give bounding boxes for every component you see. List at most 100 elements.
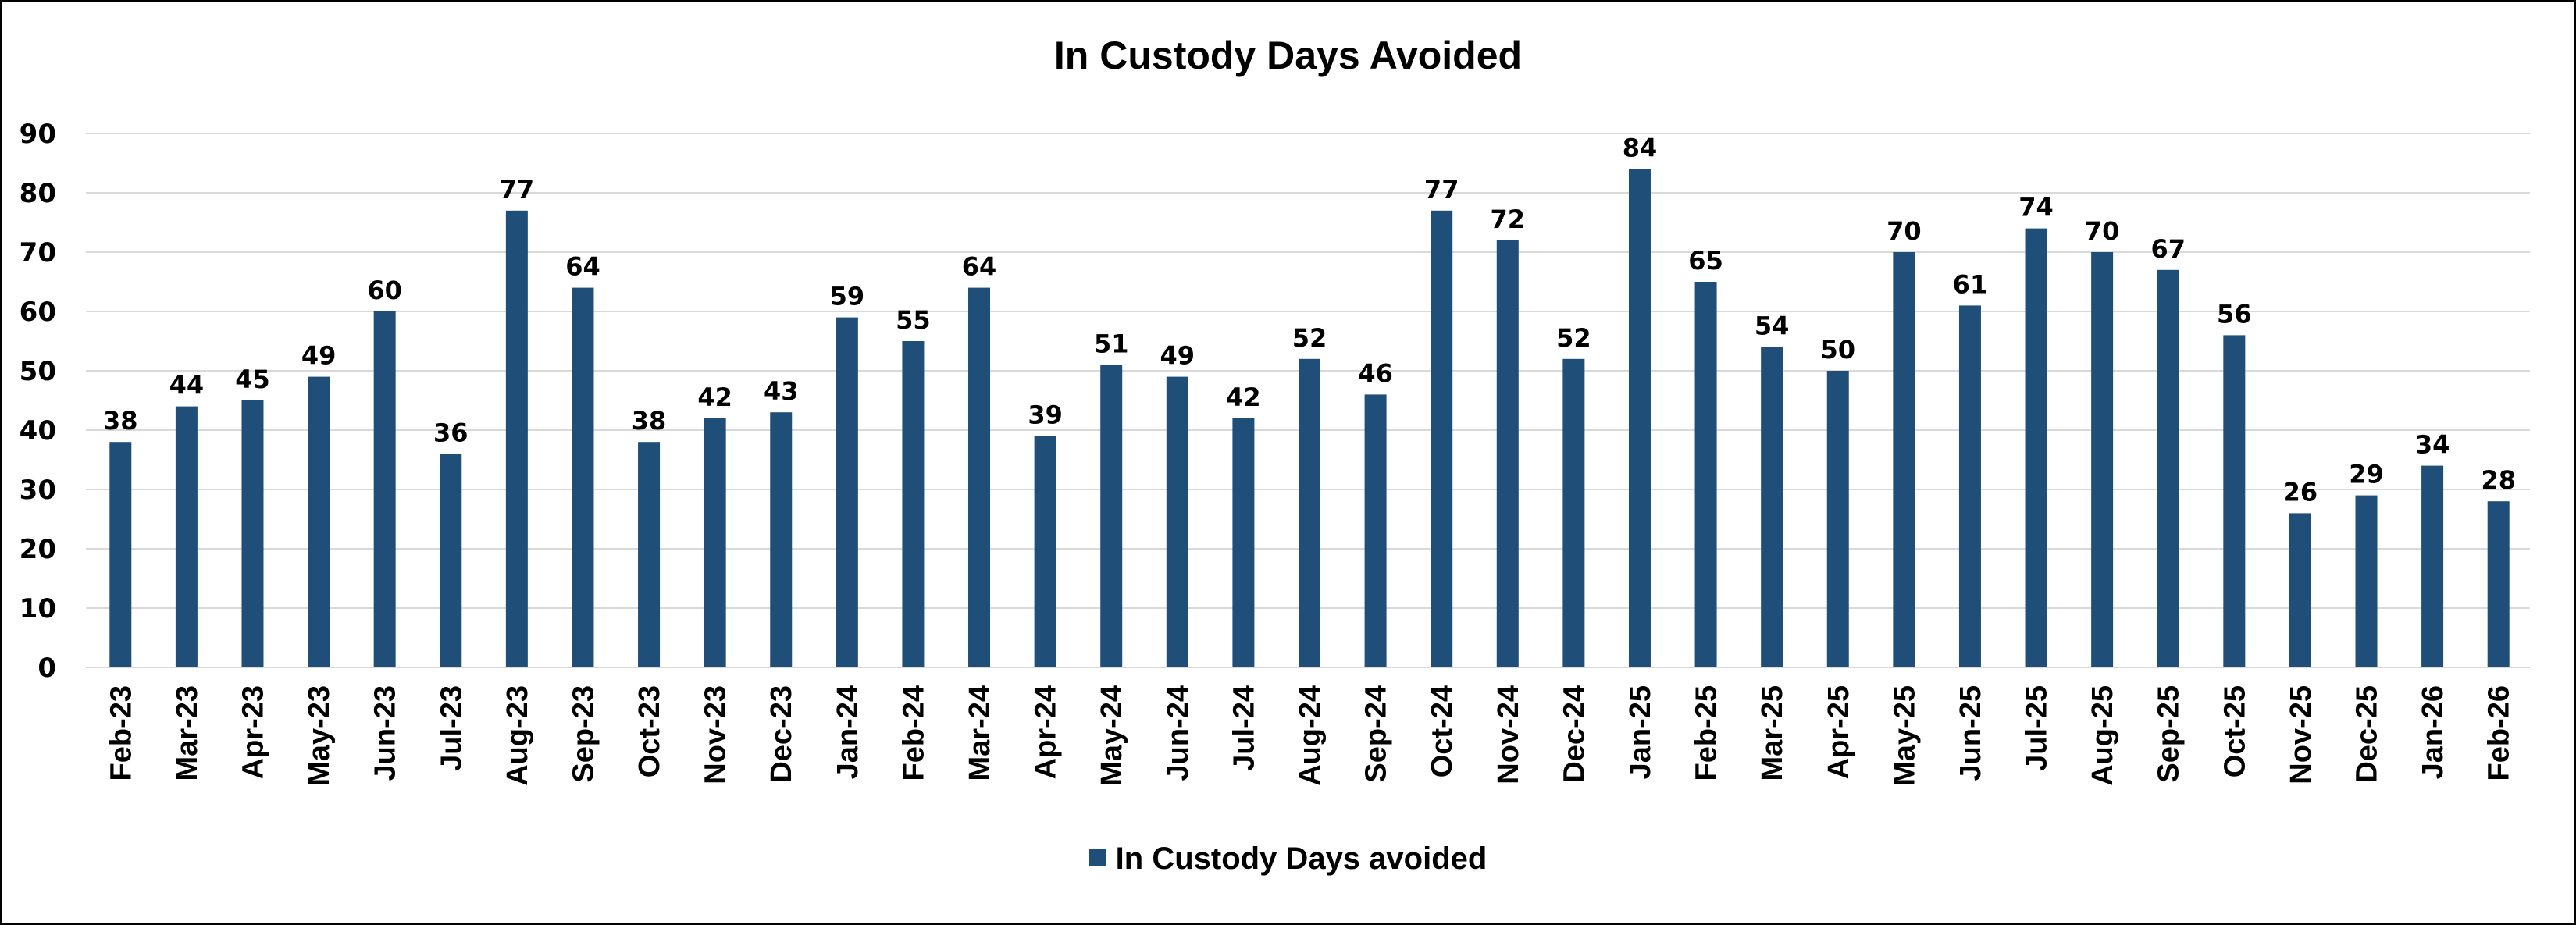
x-tick-label: Jun-23 — [369, 685, 402, 781]
y-tick-label: 40 — [20, 415, 56, 446]
bar — [1958, 305, 1981, 667]
bar — [968, 287, 991, 667]
x-tick-label: Oct-25 — [2218, 685, 2251, 777]
x-tick-label: Dec-24 — [1558, 685, 1591, 783]
legend-label: In Custody Days avoided — [1115, 841, 1488, 876]
bar — [2223, 335, 2246, 667]
x-tick-label: Oct-24 — [1426, 685, 1459, 777]
data-label: 84 — [1623, 133, 1658, 163]
x-tick-label: Apr-23 — [237, 685, 269, 779]
data-label: 28 — [2481, 465, 2516, 495]
bar — [1628, 169, 1651, 668]
bar — [2355, 495, 2378, 667]
bar — [1826, 371, 1849, 667]
data-label: 72 — [1491, 205, 1526, 234]
x-tick-label: Sep-24 — [1360, 685, 1393, 783]
data-label: 38 — [632, 406, 667, 436]
x-tick-label: Jul-25 — [2021, 685, 2054, 771]
x-tick-label: Mar-23 — [171, 685, 204, 781]
bar — [2487, 501, 2510, 667]
data-label: 77 — [1424, 175, 1459, 205]
y-tick-label: 50 — [20, 356, 56, 387]
x-tick-label: Oct-23 — [633, 685, 666, 777]
x-tick-label: Mar-24 — [964, 685, 996, 781]
bar — [1299, 358, 1320, 667]
y-tick-label: 60 — [20, 297, 56, 328]
data-label: 55 — [896, 305, 931, 335]
bar — [2091, 252, 2114, 667]
data-label: 38 — [103, 406, 138, 436]
bar — [373, 311, 396, 667]
data-label: 74 — [2018, 193, 2054, 222]
x-tick-label: Apr-25 — [1822, 685, 1855, 779]
data-label: 64 — [962, 252, 997, 282]
y-tick-label: 10 — [20, 593, 56, 624]
data-label: 70 — [2085, 216, 2120, 246]
data-label: 29 — [2349, 460, 2384, 489]
bar — [1562, 358, 1585, 667]
bar — [241, 400, 264, 667]
bar — [2157, 269, 2179, 667]
x-tick-label: Jul-24 — [1227, 685, 1260, 771]
bar — [704, 418, 726, 667]
data-label: 52 — [1292, 323, 1327, 353]
data-label: 39 — [1028, 400, 1063, 430]
data-label: 77 — [500, 175, 535, 205]
data-label: 34 — [2415, 430, 2450, 460]
bar — [440, 454, 462, 667]
bar — [1100, 365, 1123, 667]
bar — [1893, 252, 1915, 667]
y-tick-label: 70 — [20, 237, 56, 269]
data-label: 36 — [433, 418, 469, 447]
bar — [175, 406, 198, 667]
x-tick-label: May-23 — [303, 685, 336, 786]
x-tick-label: Sep-23 — [567, 685, 600, 783]
data-label: 43 — [764, 376, 799, 406]
legend: In Custody Days avoided — [0, 841, 2576, 877]
bar — [1496, 240, 1519, 667]
data-label: 52 — [1556, 323, 1591, 353]
data-label: 42 — [697, 382, 732, 412]
y-tick-label: 20 — [20, 534, 56, 565]
legend-swatch — [1088, 849, 1106, 867]
data-label: 70 — [1887, 216, 1922, 246]
bar — [2421, 465, 2444, 667]
data-label: 56 — [2217, 299, 2252, 329]
x-tick-label: Sep-25 — [2153, 685, 2186, 783]
x-tick-label: Nov-24 — [1492, 685, 1525, 784]
x-tick-label: Nov-25 — [2285, 685, 2318, 784]
x-tick-label: Aug-24 — [1294, 685, 1327, 786]
data-label: 46 — [1358, 358, 1393, 388]
x-tick-label: Dec-23 — [765, 685, 798, 783]
data-label: 61 — [1953, 269, 1988, 299]
x-tick-label: Jul-23 — [435, 685, 468, 771]
y-tick-label: 90 — [20, 119, 56, 150]
data-label: 26 — [2283, 477, 2318, 507]
bar — [308, 376, 330, 667]
x-tick-label: Feb-26 — [2483, 685, 2516, 781]
x-tick-label: Nov-23 — [700, 685, 732, 784]
bar — [1034, 436, 1056, 667]
data-label: 49 — [301, 341, 337, 371]
bar — [1694, 282, 1717, 667]
x-tick-label: Feb-24 — [897, 685, 930, 781]
x-tick-label: Aug-25 — [2086, 685, 2119, 786]
data-label: 60 — [367, 276, 402, 305]
data-label: 64 — [565, 252, 600, 282]
bar — [1232, 418, 1255, 667]
x-tick-label: Feb-23 — [105, 685, 137, 781]
y-tick-label: 0 — [37, 653, 56, 684]
bar — [2025, 228, 2047, 668]
x-tick-label: Jun-24 — [1162, 685, 1195, 781]
bar — [638, 442, 661, 667]
x-tick-label: Jan-26 — [2417, 685, 2450, 779]
bar — [1761, 347, 1783, 667]
bar — [836, 317, 858, 667]
x-tick-label: May-25 — [1888, 685, 1921, 786]
x-tick-label: Jun-25 — [1954, 685, 1987, 781]
x-tick-label: Mar-25 — [1756, 685, 1789, 781]
bar — [109, 442, 132, 667]
y-tick-label: 80 — [20, 178, 56, 209]
